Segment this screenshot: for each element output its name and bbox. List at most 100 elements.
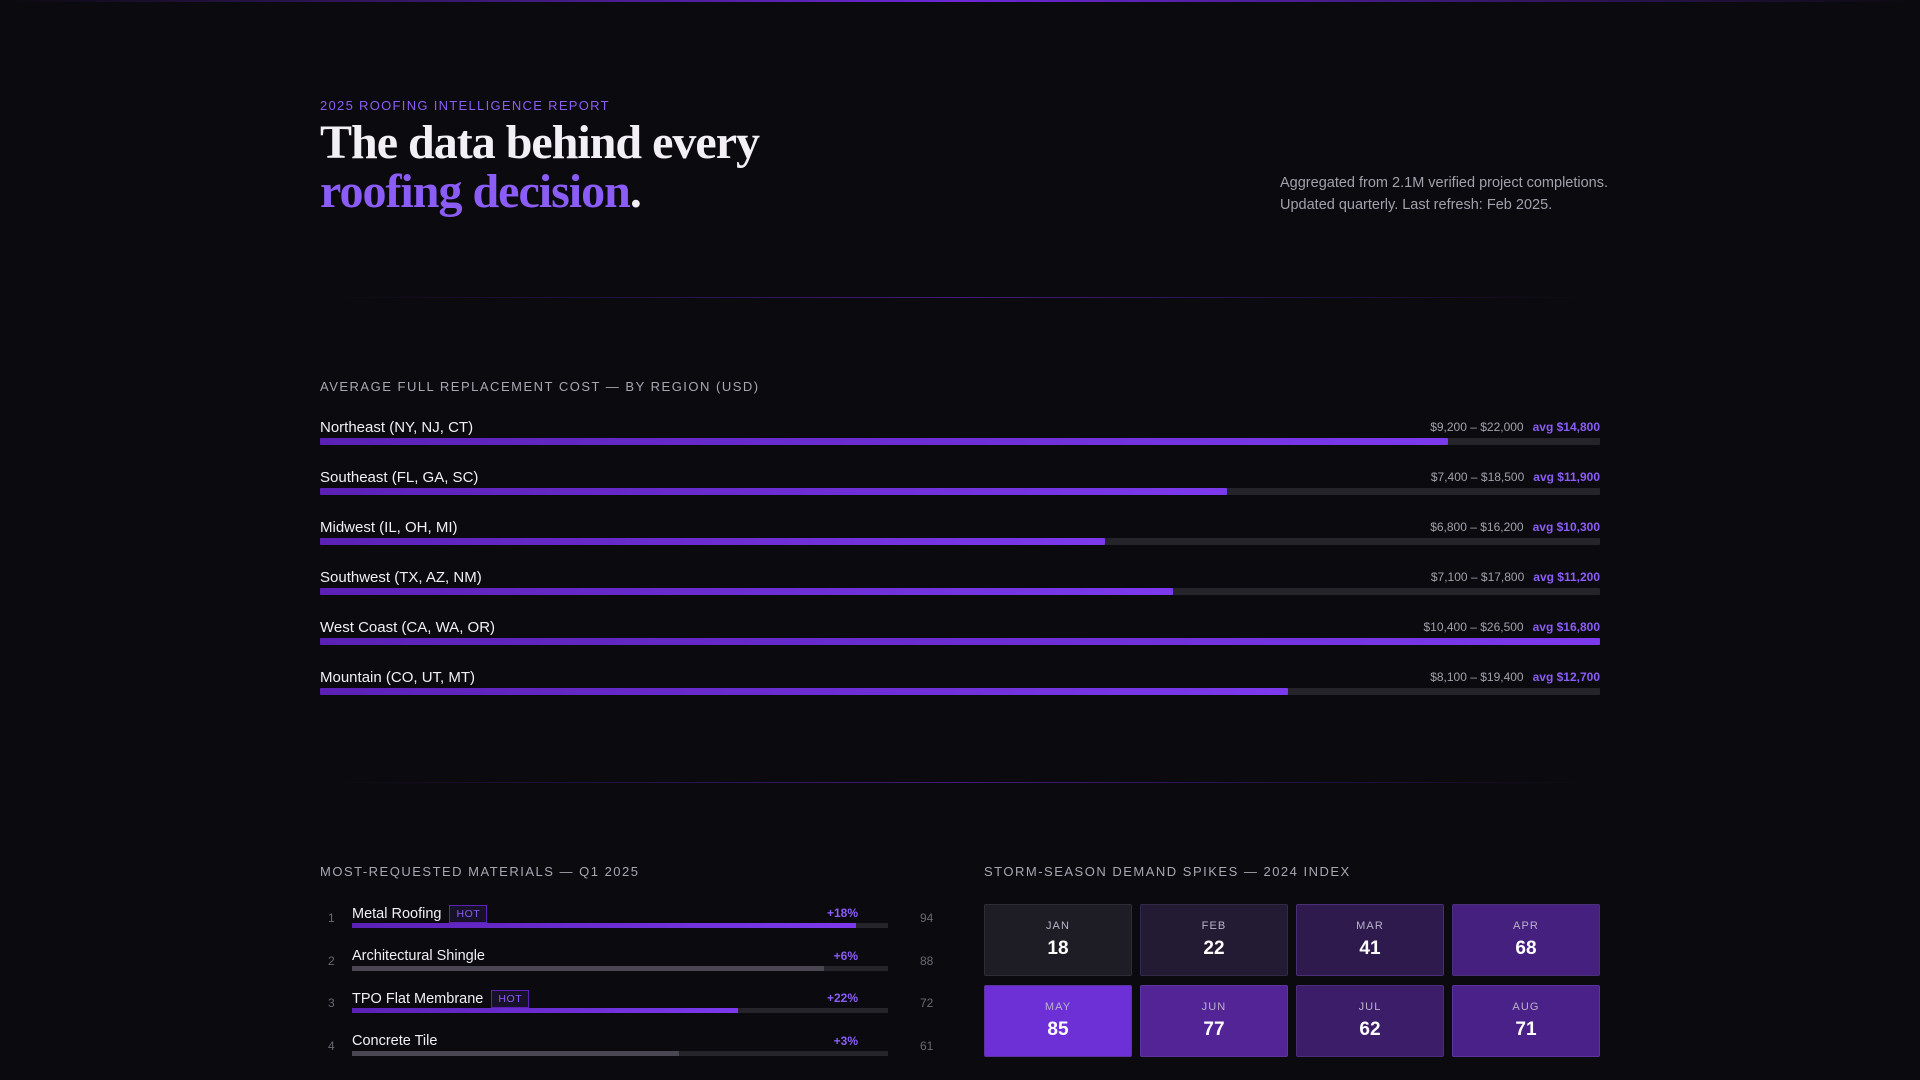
region-avg-cost: avg $12,700	[1532, 670, 1600, 684]
region-cost-bar-track	[320, 688, 1600, 695]
region-cost-bar-track	[320, 638, 1600, 645]
material-bar-track	[352, 965, 888, 971]
material-name-group: Architectural Shingle	[352, 948, 485, 964]
material-demand-bar	[352, 923, 856, 928]
region-row: Southeast (FL, GA, SC) $7,400 – $18,500 av…	[320, 469, 1600, 509]
month-demand-index: 18	[1047, 938, 1069, 959]
material-score: 88	[920, 953, 934, 968]
region-cost-values: $7,400 – $18,500 avg $11,900	[1431, 470, 1600, 484]
headline-period: .	[629, 165, 642, 218]
region-name: Midwest (IL, OH, MI)	[320, 519, 458, 536]
material-row: 3 TPO Flat Membrane HOT +22% 72	[320, 990, 940, 1032]
material-rank: 4	[328, 1038, 335, 1053]
material-name: Architectural Shingle	[352, 947, 485, 964]
report-eyebrow: 2025 ROOFING INTELLIGENCE REPORT	[320, 98, 610, 113]
region-cost-bar-track	[320, 438, 1600, 445]
hot-badge: HOT	[449, 905, 488, 923]
materials-section-label: MOST-REQUESTED MATERIALS — Q1 2025	[320, 864, 640, 879]
month-demand-index: 77	[1203, 1019, 1225, 1040]
month-tile: JUN 77	[1140, 985, 1288, 1057]
month-tile: JUL 62	[1296, 985, 1444, 1057]
region-cost-values: $6,800 – $16,200 avg $10,300	[1430, 520, 1600, 534]
region-name: Northeast (NY, NJ, CT)	[320, 419, 474, 436]
region-cost-values: $10,400 – $26,500 avg $16,800	[1424, 620, 1601, 634]
region-row: Southwest (TX, AZ, NM) $7,100 – $17,800 av…	[320, 569, 1600, 609]
material-rank: 2	[328, 953, 335, 968]
region-row: Midwest (IL, OH, MI) $6,800 – $16,200 avg …	[320, 519, 1600, 559]
page-title: The data behind every roofing decision.	[320, 118, 1020, 216]
region-cost-values: $9,200 – $22,000 avg $14,800	[1430, 420, 1600, 434]
storm-section-label: STORM-SEASON DEMAND SPIKES — 2024 INDEX	[984, 864, 1351, 879]
month-label: MAY	[1044, 1001, 1072, 1013]
region-cost-bar	[320, 638, 1600, 645]
month-label: APR	[1513, 920, 1539, 932]
region-name: Mountain (CO, UT, MT)	[320, 669, 476, 686]
region-cost-range: $7,400 – $18,500	[1430, 470, 1525, 484]
material-name: Metal Roofing	[352, 906, 442, 922]
material-demand-bar	[352, 1050, 679, 1056]
month-label: JUL	[1358, 1001, 1382, 1013]
month-label: JUN	[1201, 1001, 1227, 1013]
material-rank: 3	[328, 996, 335, 1010]
region-name: West Coast (CA, WA, OR)	[320, 619, 496, 636]
meta-line-2: Updated quarterly. Last refresh: Feb 202…	[1280, 197, 1553, 213]
material-row: 4 Concrete Tile +3% 61	[320, 1033, 940, 1075]
material-bar-track	[352, 923, 888, 928]
region-name: Southeast (FL, GA, SC)	[320, 469, 479, 486]
month-demand-index: 68	[1515, 938, 1537, 959]
month-tile: JAN 18	[984, 904, 1132, 976]
headline-line-1: The data behind every	[320, 116, 760, 169]
material-growth: +6%	[833, 948, 858, 963]
month-demand-index: 22	[1203, 938, 1225, 959]
material-score: 94	[920, 911, 934, 925]
month-demand-index: 62	[1359, 1019, 1381, 1040]
material-demand-bar	[352, 965, 824, 971]
material-bar-track	[352, 1050, 888, 1056]
month-demand-index: 85	[1047, 1019, 1069, 1040]
material-name: TPO Flat Membrane	[352, 991, 484, 1007]
region-cost-range: $10,400 – $26,500	[1423, 620, 1524, 634]
region-cost-section-label: AVERAGE FULL REPLACEMENT COST — BY REGIO…	[320, 379, 760, 394]
month-label: MAR	[1356, 920, 1384, 932]
region-cost-bar	[320, 438, 1448, 445]
material-demand-bar	[352, 1008, 738, 1013]
region-cost-bar-track	[320, 538, 1600, 545]
region-cost-bar-track	[320, 488, 1600, 495]
material-score: 61	[920, 1038, 934, 1053]
region-cost-bar	[320, 538, 1105, 545]
month-tile: AUG 71	[1452, 985, 1600, 1057]
meta-line-1: Aggregated from 2.1M verified project co…	[1280, 175, 1609, 191]
region-cost-bar	[320, 588, 1174, 595]
top-accent-line	[0, 0, 1920, 2]
region-cost-bar-track	[320, 588, 1600, 595]
material-name-group: Metal Roofing HOT	[352, 905, 488, 923]
region-avg-cost: avg $16,800	[1532, 620, 1600, 634]
region-avg-cost: avg $11,200	[1533, 570, 1600, 584]
region-cost-values: $7,100 – $17,800 avg $11,200	[1431, 570, 1600, 584]
region-row: Mountain (CO, UT, MT) $8,100 – $19,400 avg…	[320, 669, 1600, 709]
region-cost-values: $8,100 – $19,400 avg $12,700	[1430, 670, 1600, 684]
region-name: Southwest (TX, AZ, NM)	[320, 569, 482, 586]
region-avg-cost: avg $14,800	[1532, 420, 1600, 434]
material-growth: +18%	[826, 906, 858, 920]
material-name-group: TPO Flat Membrane HOT	[352, 990, 530, 1008]
material-bar-track	[352, 1008, 888, 1013]
region-cost-bar	[320, 688, 1288, 695]
material-row: 1 Metal Roofing HOT +18% 94	[320, 905, 940, 947]
month-label: JAN	[1045, 920, 1071, 932]
material-row: 2 Architectural Shingle +6% 88	[320, 948, 940, 990]
region-avg-cost: avg $11,900	[1533, 470, 1600, 484]
material-score: 72	[920, 996, 934, 1010]
month-tile: APR 68	[1452, 904, 1600, 976]
month-label: FEB	[1201, 920, 1227, 932]
region-row: Northeast (NY, NJ, CT) $9,200 – $22,000 av…	[320, 419, 1600, 459]
material-name-group: Concrete Tile	[352, 1033, 437, 1049]
section-divider	[320, 297, 1600, 298]
region-cost-bar	[320, 488, 1227, 495]
headline-accent: roofing decision	[320, 165, 631, 218]
month-tile: MAR 41	[1296, 904, 1444, 976]
month-demand-index: 71	[1515, 1019, 1537, 1040]
region-cost-range: $8,100 – $19,400	[1430, 670, 1524, 684]
report-container: 2025 ROOFING INTELLIGENCE REPORT The dat…	[320, 0, 1608, 1080]
material-growth: +22%	[826, 991, 858, 1005]
